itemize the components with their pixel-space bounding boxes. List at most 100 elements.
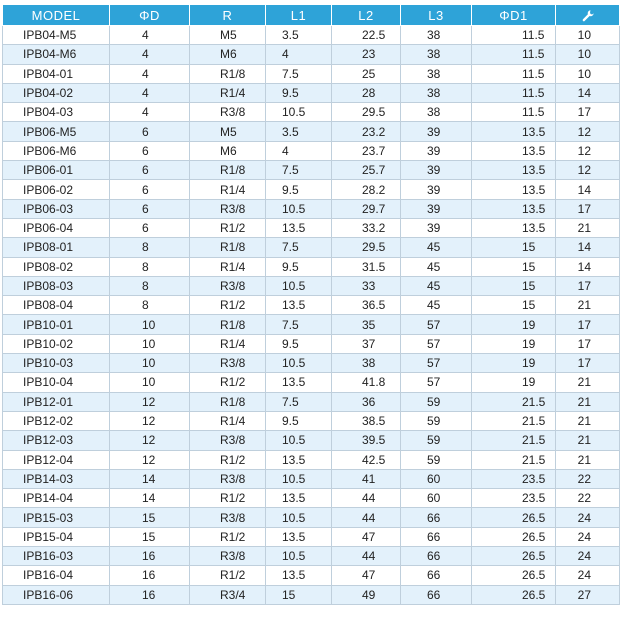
cell-l2: 28	[331, 82, 401, 104]
cell-model: IPB06-02	[2, 179, 110, 200]
cell-l1: 9.5	[265, 410, 332, 432]
cell-l1: 10.5	[265, 430, 332, 451]
cell-phi-d1: 26.5	[471, 546, 556, 567]
header-row: MODEL ΦD R L1 L2 L3 ΦD1	[2, 4, 620, 26]
cell-wrench: 24	[555, 507, 620, 528]
cell-phi-d1: 11.5	[471, 82, 556, 104]
cell-l3: 59	[400, 430, 472, 451]
cell-l1: 7.5	[265, 314, 332, 335]
table-row: IPB06-M5 6 M5 3.5 23.2 39 13.5 12	[2, 121, 620, 142]
cell-l1: 10.5	[265, 507, 332, 528]
cell-phi-d: 6	[109, 198, 190, 219]
cell-l1: 3.5	[265, 24, 332, 46]
table-row: IPB14-04 14 R1/2 13.5 44 60 23.5 22	[2, 488, 620, 509]
cell-l2: 49	[331, 584, 401, 605]
cell-l1: 4	[265, 140, 332, 162]
cell-l3: 38	[400, 63, 472, 84]
cell-l2: 29.5	[331, 102, 401, 123]
table-row: IPB10-01 10 R1/8 7.5 35 57 19 17	[2, 314, 620, 335]
cell-model: IPB10-03	[2, 353, 110, 374]
cell-l1: 9.5	[265, 256, 332, 277]
cell-r: R1/2	[189, 372, 266, 393]
cell-model: IPB10-04	[2, 372, 110, 393]
cell-wrench: 21	[555, 410, 620, 432]
cell-phi-d: 10	[109, 333, 190, 355]
cell-l2: 23.7	[331, 140, 401, 162]
cell-r: R1/4	[189, 410, 266, 432]
cell-l1: 13.5	[265, 372, 332, 393]
cell-l2: 47	[331, 565, 401, 586]
cell-wrench: 24	[555, 526, 620, 548]
cell-wrench: 21	[555, 217, 620, 239]
cell-wrench: 10	[555, 63, 620, 84]
header-phi-d1: ΦD1	[471, 4, 556, 26]
cell-wrench: 21	[555, 372, 620, 393]
cell-wrench: 17	[555, 102, 620, 123]
cell-l2: 22.5	[331, 24, 401, 46]
cell-l2: 47	[331, 526, 401, 548]
cell-r: R1/2	[189, 526, 266, 548]
cell-r: M5	[189, 24, 266, 46]
table-row: IPB08-03 8 R3/8 10.5 33 45 15 17	[2, 275, 620, 297]
cell-l2: 29.5	[331, 237, 401, 258]
cell-r: R3/8	[189, 353, 266, 374]
cell-l3: 39	[400, 121, 472, 142]
cell-l3: 38	[400, 24, 472, 46]
cell-l3: 66	[400, 526, 472, 548]
cell-phi-d1: 15	[471, 295, 556, 316]
cell-phi-d1: 26.5	[471, 526, 556, 548]
cell-phi-d: 6	[109, 140, 190, 162]
cell-r: R1/2	[189, 295, 266, 316]
cell-phi-d1: 19	[471, 372, 556, 393]
cell-r: R3/8	[189, 275, 266, 297]
table-row: IPB10-04 10 R1/2 13.5 41.8 57 19 21	[2, 372, 620, 393]
cell-l3: 66	[400, 584, 472, 605]
cell-model: IPB04-M6	[2, 44, 110, 65]
cell-l3: 45	[400, 256, 472, 277]
table-row: IPB12-01 12 R1/8 7.5 36 59 21.5 21	[2, 391, 620, 412]
cell-l1: 13.5	[265, 526, 332, 548]
cell-phi-d: 6	[109, 217, 190, 239]
cell-l2: 23	[331, 44, 401, 65]
cell-l1: 13.5	[265, 449, 332, 470]
cell-model: IPB06-01	[2, 160, 110, 181]
cell-l1: 7.5	[265, 63, 332, 84]
cell-wrench: 10	[555, 24, 620, 46]
cell-phi-d1: 13.5	[471, 198, 556, 219]
cell-l1: 13.5	[265, 565, 332, 586]
cell-r: R1/8	[189, 160, 266, 181]
cell-wrench: 12	[555, 160, 620, 181]
header-model: MODEL	[2, 4, 110, 26]
cell-l2: 35	[331, 314, 401, 335]
cell-l3: 59	[400, 449, 472, 470]
cell-r: R1/4	[189, 256, 266, 277]
cell-model: IPB16-03	[2, 546, 110, 567]
cell-l3: 57	[400, 333, 472, 355]
cell-phi-d1: 21.5	[471, 449, 556, 470]
cell-phi-d: 8	[109, 256, 190, 277]
cell-l3: 39	[400, 160, 472, 181]
cell-l1: 7.5	[265, 237, 332, 258]
cell-wrench: 12	[555, 121, 620, 142]
cell-r: R1/8	[189, 237, 266, 258]
cell-l2: 44	[331, 488, 401, 509]
cell-l2: 33	[331, 275, 401, 297]
cell-wrench: 21	[555, 391, 620, 412]
table-row: IPB12-03 12 R3/8 10.5 39.5 59 21.5 21	[2, 430, 620, 451]
cell-l1: 9.5	[265, 333, 332, 355]
header-l2: L2	[331, 4, 401, 26]
cell-r: R1/2	[189, 217, 266, 239]
cell-phi-d1: 13.5	[471, 217, 556, 239]
cell-phi-d1: 23.5	[471, 488, 556, 509]
cell-l1: 9.5	[265, 82, 332, 104]
cell-r: R3/8	[189, 198, 266, 219]
cell-l1: 7.5	[265, 391, 332, 412]
cell-wrench: 17	[555, 275, 620, 297]
cell-phi-d1: 19	[471, 333, 556, 355]
cell-l2: 36	[331, 391, 401, 412]
table-row: IPB10-02 10 R1/4 9.5 37 57 19 17	[2, 333, 620, 355]
cell-model: IPB08-03	[2, 275, 110, 297]
cell-wrench: 27	[555, 584, 620, 605]
cell-phi-d1: 23.5	[471, 468, 556, 490]
cell-l1: 10.5	[265, 546, 332, 567]
